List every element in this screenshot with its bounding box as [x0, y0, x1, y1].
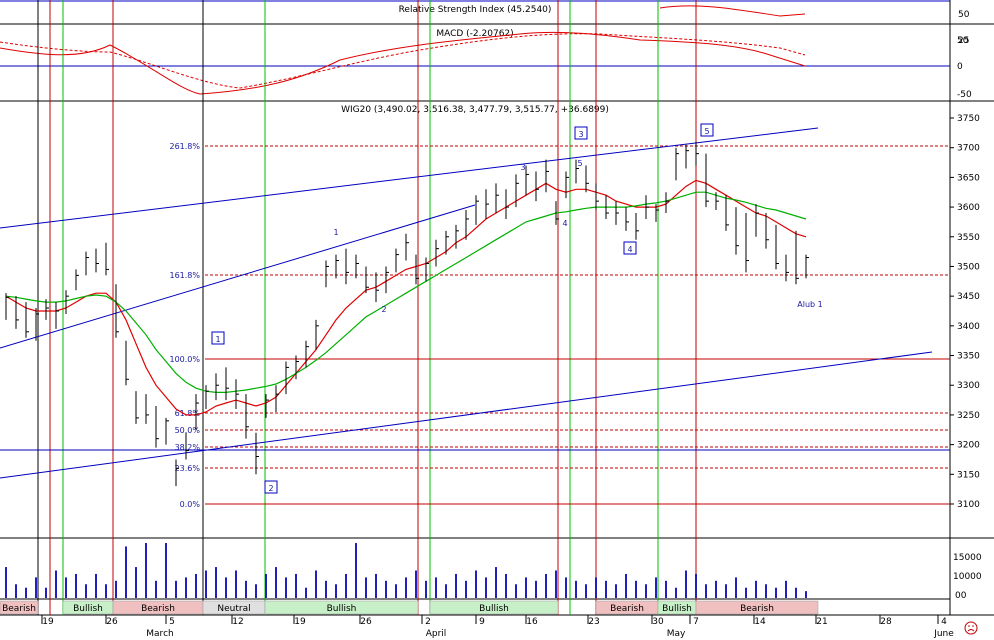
month-axis-label: March	[146, 629, 173, 639]
market-phase-band	[0, 600, 39, 615]
market-phase-label: Bullish	[73, 604, 103, 614]
price-axis-label: 3750	[957, 114, 980, 124]
fibo-level-label: 100.0%	[169, 355, 200, 364]
annotation-note: Alub 1	[797, 300, 822, 309]
market-phase-band	[695, 600, 819, 615]
market-phase-band	[429, 600, 559, 615]
market-phase-label: Bullish	[479, 604, 509, 614]
fibo-level-label: 38.2%	[175, 443, 201, 452]
price-axis-label: 3350	[957, 352, 980, 362]
market-phase-label: Bearish	[610, 604, 644, 614]
month-axis-label: June	[933, 629, 954, 639]
date-axis-label: 16	[526, 617, 538, 627]
date-axis-label: 14	[754, 617, 766, 627]
date-axis-label: 21	[816, 617, 827, 627]
date-axis-label: 7	[693, 617, 699, 627]
upper-trendline	[0, 127, 819, 229]
sub-wave-label: 1	[333, 228, 338, 237]
price-axis-label: 3600	[957, 203, 980, 213]
date-axis-label: 12	[232, 617, 243, 627]
market-phase-label: Neutral	[217, 604, 250, 614]
fibo-level-label: 23.6%	[175, 464, 201, 473]
fibo-level-label: 61.8%	[175, 409, 201, 418]
market-phase-label: Bearish	[740, 604, 774, 614]
rsi-title: Relative Strength Index (45.2540)	[399, 5, 552, 15]
market-phase-label: Bullish	[327, 604, 357, 614]
date-axis-label: 28	[880, 617, 892, 627]
fibo-level-label: 261.8%	[169, 142, 200, 151]
market-phase-label: Bullish	[662, 604, 692, 614]
date-axis-label: 9	[479, 617, 485, 627]
market-phase-band	[264, 600, 419, 615]
wave-count-box	[623, 241, 637, 255]
wave-count-label: 3	[578, 130, 583, 139]
fibo-level-label: 161.8%	[169, 271, 200, 280]
date-axis-label: 19	[294, 617, 306, 627]
date-axis-label: 26	[106, 617, 118, 627]
rsi-axis-label: 50	[958, 10, 970, 20]
chart-background	[0, 0, 950, 640]
date-axis-label: 2	[425, 617, 431, 627]
sub-wave-label: 5	[577, 159, 582, 168]
moving-average-red	[5, 179, 807, 416]
price-axis-label: 3100	[957, 500, 980, 510]
price-axis-label: 3150	[957, 470, 980, 480]
date-axis-label: 4	[941, 617, 947, 627]
lower-trendline	[0, 351, 933, 479]
price-axis-label: 3500	[957, 262, 980, 272]
rsi-line	[659, 5, 806, 17]
date-axis-label: 19	[42, 617, 54, 627]
volume-corner-label: 00	[955, 591, 967, 601]
volume-axis-label: 15000	[953, 553, 982, 563]
month-axis-label: May	[667, 629, 686, 639]
price-axis-label: 3200	[957, 441, 980, 451]
price-axis-label: 3250	[957, 411, 980, 421]
wave-count-label: 1	[215, 335, 220, 344]
price-axis-label: 3700	[957, 144, 980, 154]
sub-wave-label: 2	[381, 305, 386, 314]
volume-axis-label: 10000	[953, 572, 982, 582]
price-axis-label: 3550	[957, 233, 980, 243]
month-axis-label: April	[426, 629, 447, 639]
wave-count-label: 2	[268, 484, 273, 493]
macd-title: MACD (-2.20762)	[436, 29, 513, 39]
price-axis-label: 3650	[957, 173, 980, 183]
price-axis-label: 3300	[957, 381, 980, 391]
date-axis-label: 5	[169, 617, 175, 627]
macd-axis-label: 0	[957, 62, 963, 72]
wave-count-label: 4	[627, 245, 632, 254]
moving-average-green	[5, 191, 807, 393]
wave-count-box	[574, 126, 588, 140]
macd-axis-label: -50	[957, 90, 972, 100]
price-title: WIG20 (3,490.02, 3,516.38, 3,477.79, 3,5…	[341, 105, 609, 115]
wave-count-box	[211, 331, 225, 345]
mid-trendline	[0, 204, 476, 349]
fibo-level-label: 50.0%	[175, 426, 201, 435]
wave-count-box	[264, 480, 278, 494]
price-axis-label: 3450	[957, 292, 980, 302]
rsi-axis-label: 25	[958, 36, 969, 46]
market-phase-label: Bearish	[141, 604, 175, 614]
date-axis-label: 30	[652, 617, 664, 627]
wave-count-box	[700, 123, 714, 137]
fibo-level-label: 0.0%	[180, 500, 201, 509]
macd-signal-line	[0, 33, 806, 89]
sub-wave-label: 4	[562, 219, 567, 228]
market-phase-label: Bearish	[2, 604, 36, 614]
price-axis-label: 3400	[957, 322, 980, 332]
macd-line	[0, 31, 806, 95]
date-axis-label: 26	[360, 617, 372, 627]
date-axis-label: 23	[588, 617, 599, 627]
macd-axis-label: 50	[957, 36, 969, 46]
sub-wave-label: 3	[520, 163, 525, 172]
wave-count-label: 5	[704, 127, 709, 136]
status-face-icon[interactable]	[964, 621, 978, 635]
